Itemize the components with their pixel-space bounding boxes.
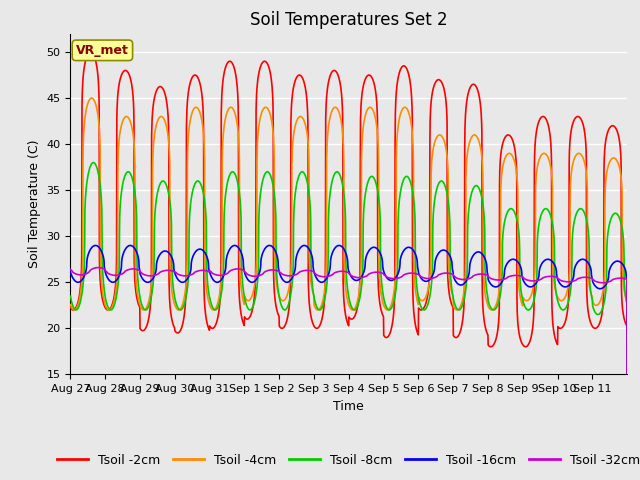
Tsoil -32cm	[616, 276, 623, 281]
Tsoil -4cm	[243, 297, 250, 302]
Tsoil -4cm	[383, 307, 390, 312]
Tsoil -16cm	[548, 258, 556, 264]
Legend: Tsoil -2cm, Tsoil -4cm, Tsoil -8cm, Tsoil -16cm, Tsoil -32cm: Tsoil -2cm, Tsoil -4cm, Tsoil -8cm, Tsoi…	[52, 449, 640, 472]
Tsoil -32cm	[243, 271, 250, 276]
Text: VR_met: VR_met	[76, 44, 129, 57]
Line: Tsoil -8cm: Tsoil -8cm	[70, 163, 627, 480]
Line: Tsoil -2cm: Tsoil -2cm	[70, 52, 627, 480]
Title: Soil Temperatures Set 2: Soil Temperatures Set 2	[250, 11, 447, 29]
Tsoil -8cm	[616, 215, 623, 221]
Tsoil -16cm	[616, 259, 623, 264]
Tsoil -8cm	[67, 293, 74, 299]
Tsoil -2cm	[616, 138, 623, 144]
Tsoil -32cm	[548, 274, 556, 279]
Tsoil -32cm	[516, 273, 524, 279]
Tsoil -16cm	[335, 242, 343, 248]
Line: Tsoil -32cm: Tsoil -32cm	[70, 267, 627, 480]
Tsoil -2cm	[383, 335, 390, 340]
Tsoil -32cm	[122, 268, 130, 274]
Tsoil -4cm	[548, 175, 556, 181]
Tsoil -8cm	[90, 160, 97, 166]
Tsoil -4cm	[616, 165, 623, 170]
Tsoil -2cm	[122, 68, 130, 73]
Line: Tsoil -16cm: Tsoil -16cm	[70, 245, 627, 480]
Tsoil -16cm	[383, 274, 390, 280]
Tsoil -4cm	[122, 114, 130, 120]
Tsoil -32cm	[67, 267, 74, 273]
Tsoil -16cm	[122, 245, 130, 251]
Tsoil -16cm	[516, 264, 524, 270]
Tsoil -8cm	[516, 284, 524, 290]
Tsoil -16cm	[243, 274, 250, 279]
Tsoil -8cm	[548, 218, 556, 224]
Line: Tsoil -4cm: Tsoil -4cm	[70, 98, 627, 480]
Tsoil -2cm	[86, 49, 94, 55]
Tsoil -2cm	[67, 305, 74, 311]
Tsoil -4cm	[88, 95, 95, 101]
Tsoil -32cm	[94, 264, 102, 270]
X-axis label: Time: Time	[333, 400, 364, 413]
Tsoil -2cm	[548, 306, 556, 312]
Tsoil -16cm	[67, 269, 74, 275]
Tsoil -4cm	[67, 301, 74, 307]
Tsoil -32cm	[383, 274, 390, 280]
Tsoil -8cm	[243, 302, 250, 308]
Tsoil -8cm	[122, 170, 130, 176]
Y-axis label: Soil Temperature (C): Soil Temperature (C)	[28, 140, 41, 268]
Tsoil -2cm	[243, 316, 250, 322]
Tsoil -2cm	[516, 337, 524, 343]
Tsoil -4cm	[516, 296, 524, 301]
Tsoil -8cm	[383, 304, 390, 310]
